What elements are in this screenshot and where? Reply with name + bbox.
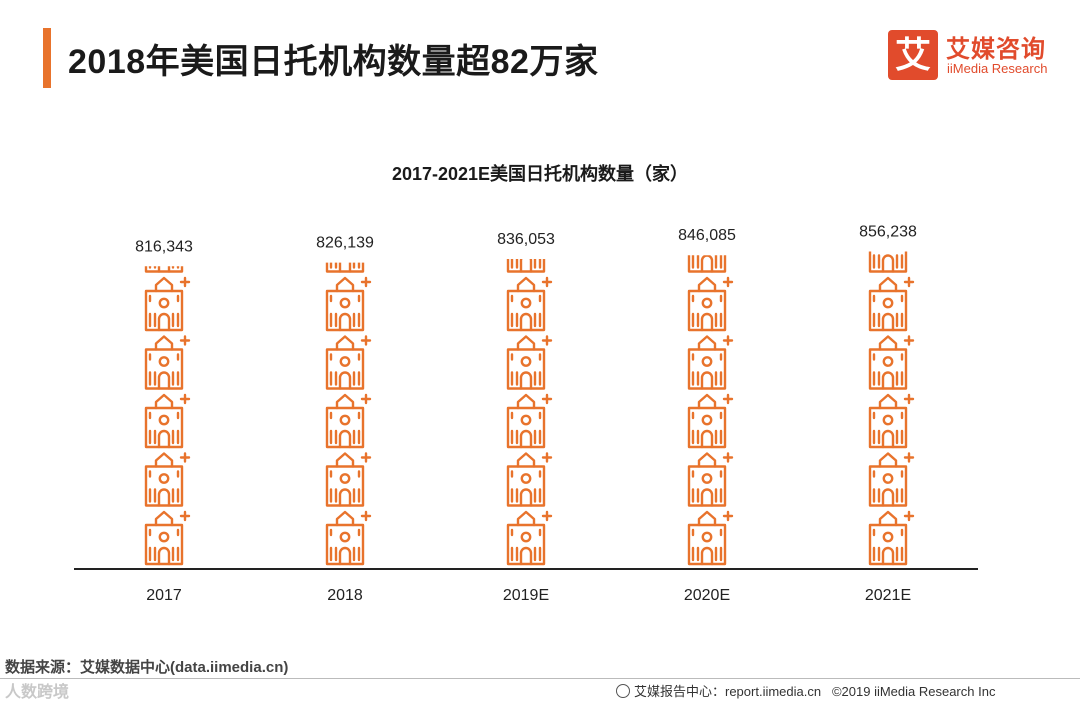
category-label-2017: 2017 <box>146 587 182 604</box>
daycare-building-icon <box>506 335 553 390</box>
daycare-building-icon <box>506 393 553 449</box>
daycare-building-icon <box>506 452 553 507</box>
title-accent-bar <box>43 28 51 88</box>
daycare-building-icon <box>687 276 734 332</box>
report-center-text: 艾媒报告中心：report.iimedia.cn <box>634 684 822 699</box>
page-title: 2018年美国日托机构数量超82万家 <box>68 43 599 81</box>
bar-2021E <box>868 251 915 566</box>
daycare-building-icon <box>144 393 191 449</box>
value-label-2019E: 836,053 <box>497 231 555 248</box>
daycare-building-icon <box>325 393 372 449</box>
daycare-building-icon <box>144 276 191 332</box>
daycare-building-icon <box>687 393 734 449</box>
daycare-building-icon <box>325 335 372 390</box>
category-label-2019E: 2019E <box>503 587 549 604</box>
daycare-building-icon <box>325 452 372 507</box>
logo-mark: 艾 <box>888 30 938 80</box>
logo-english-name: iiMedia Research <box>947 61 1048 76</box>
daycare-building-icon <box>868 276 915 332</box>
daycare-building-icon <box>868 335 915 390</box>
daycare-building-icon <box>868 510 915 566</box>
footer-credit: 艾媒报告中心：report.iimedia.cn ©2019 iiMedia R… <box>616 681 995 700</box>
category-label-2018: 2018 <box>327 587 363 604</box>
daycare-building-icon <box>868 452 915 507</box>
logo-chinese-name: 艾媒咨询 <box>946 36 1046 63</box>
daycare-building-icon <box>687 510 734 566</box>
watermark-text: 人数跨境 <box>5 684 70 701</box>
daycare-building-icon <box>687 335 734 390</box>
iimedia-logo: 艾 艾媒咨询 iiMedia Research <box>888 30 1068 82</box>
bar-2017 <box>144 266 191 566</box>
daycare-building-icon <box>687 452 734 507</box>
daycare-building-icon <box>144 335 191 390</box>
value-label-2021E: 856,238 <box>859 223 917 240</box>
category-label-2021E: 2021E <box>865 587 911 604</box>
daycare-building-icon <box>144 510 191 566</box>
bar-2019E <box>506 258 553 566</box>
daycare-building-icon <box>325 276 372 332</box>
data-source-note: 数据来源：艾媒数据中心(data.iimedia.cn) <box>5 659 289 676</box>
bar-2018 <box>325 262 372 566</box>
category-label-2020E: 2020E <box>684 587 730 604</box>
daycare-building-icon <box>325 510 372 566</box>
daycare-building-icon <box>506 276 553 332</box>
value-label-2018: 826,139 <box>316 235 374 252</box>
chart-title: 2017-2021E美国日托机构数量（家） <box>391 164 689 184</box>
daycare-building-icon <box>506 510 553 566</box>
globe-icon <box>616 684 630 698</box>
footer-divider <box>0 678 1080 679</box>
value-label-2020E: 846,085 <box>678 227 736 244</box>
value-label-2017: 816,343 <box>135 238 193 255</box>
copyright-text: ©2019 iiMedia Research Inc <box>831 684 996 699</box>
bar-2020E <box>687 255 734 566</box>
daycare-building-icon <box>144 452 191 507</box>
daycare-building-icon <box>868 393 915 449</box>
